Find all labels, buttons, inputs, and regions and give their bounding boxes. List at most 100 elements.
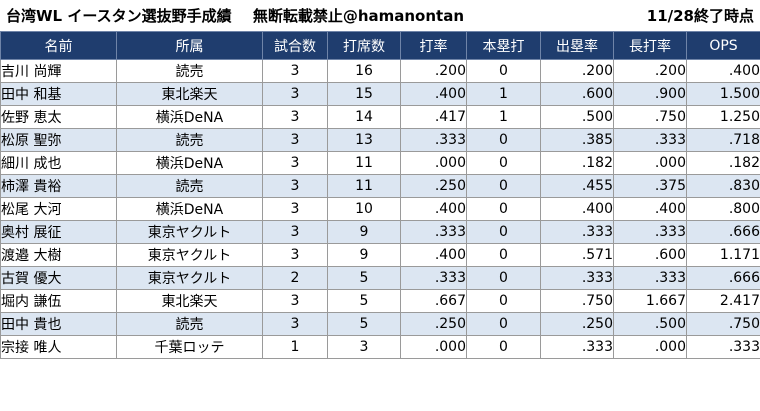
- slugging-pct-cell: .333: [613, 266, 687, 290]
- batting-average-cell: .417: [400, 105, 467, 129]
- table-row[interactable]: 田中 貴也 読売 3 5.250 0.250.500.750: [0, 312, 760, 336]
- ops-cell: 1.500: [686, 82, 760, 106]
- on-base-pct-cell: .500: [540, 105, 614, 129]
- table-row[interactable]: 佐野 恵太 横浜DeNA 3 14.417 1.500.750 1.250: [0, 105, 760, 129]
- team-cell: 東北楽天: [116, 82, 263, 106]
- slugging-pct-cell: .375: [613, 174, 687, 198]
- team-cell: 東北楽天: [116, 289, 263, 313]
- table-row[interactable]: 田中 和基 東北楽天 3 15.400 1.600.900 1.500: [0, 82, 760, 106]
- plate-appearances-cell: 11: [327, 174, 401, 198]
- on-base-pct-cell: .200: [540, 59, 614, 83]
- batting-average-cell: .250: [400, 174, 467, 198]
- team-cell: 読売: [116, 128, 263, 152]
- home-runs-cell: 0: [466, 243, 541, 267]
- batting-average-cell: .000: [400, 335, 467, 359]
- team-cell: 横浜DeNA: [116, 105, 263, 129]
- column-header-team[interactable]: 所属: [116, 31, 263, 60]
- plate-appearances-cell: 5: [327, 312, 401, 336]
- table-row[interactable]: 渡邉 大樹 東京ヤクルト 3 9.400 0.571.600 1.171: [0, 243, 760, 267]
- batting-average-cell: .000: [400, 151, 467, 175]
- column-header-slugging-pct[interactable]: 長打率: [613, 31, 687, 60]
- table-row[interactable]: 堀内 謙伍 東北楽天 3 5.667 0.750 1.667 2.417: [0, 289, 760, 313]
- games-cell: 3: [262, 174, 328, 198]
- player-name-cell: 堀内 謙伍: [0, 289, 117, 313]
- column-header-plate-appearances[interactable]: 打席数: [327, 31, 401, 60]
- home-runs-cell: 0: [466, 174, 541, 198]
- player-name-cell: 奥村 展征: [0, 220, 117, 244]
- home-runs-cell: 0: [466, 151, 541, 175]
- slugging-pct-cell: .333: [613, 128, 687, 152]
- plate-appearances-cell: 3: [327, 335, 401, 359]
- title-bar: 台湾WL イースタン選抜野手成績 無断転載禁止@hamanontan 11/28…: [0, 0, 760, 31]
- batting-average-cell: .250: [400, 312, 467, 336]
- column-header-games[interactable]: 試合数: [262, 31, 328, 60]
- batting-average-cell: .333: [400, 266, 467, 290]
- header-row: 名前 所属 試合数 打席数 打率 本塁打 出塁率 長打率 OPS: [0, 31, 760, 60]
- batting-average-cell: .333: [400, 220, 467, 244]
- on-base-pct-cell: .571: [540, 243, 614, 267]
- column-header-on-base-pct[interactable]: 出塁率: [540, 31, 614, 60]
- ops-cell: 1.250: [686, 105, 760, 129]
- title-left: 台湾WL イースタン選抜野手成績 無断転載禁止@hamanontan: [6, 5, 464, 26]
- slugging-pct-cell: .500: [613, 312, 687, 336]
- column-header-home-runs[interactable]: 本塁打: [466, 31, 541, 60]
- ops-cell: .750: [686, 312, 760, 336]
- team-cell: 読売: [116, 59, 263, 83]
- home-runs-cell: 1: [466, 82, 541, 106]
- column-header-batting-average[interactable]: 打率: [400, 31, 467, 60]
- table-body: 吉川 尚輝 読売 3 16.200 0.200.200.400 田中 和基 東北楽天 3 15.…: [0, 59, 760, 359]
- games-cell: 3: [262, 243, 328, 267]
- plate-appearances-cell: 9: [327, 220, 401, 244]
- slugging-pct-cell: .000: [613, 335, 687, 359]
- on-base-pct-cell: .400: [540, 197, 614, 221]
- slugging-pct-cell: .400: [613, 197, 687, 221]
- home-runs-cell: 1: [466, 105, 541, 129]
- batting-average-cell: .400: [400, 243, 467, 267]
- table-row[interactable]: 細川 成也 横浜DeNA 3 11.000 0.182.000.182: [0, 151, 760, 175]
- team-cell: 東京ヤクルト: [116, 266, 263, 290]
- on-base-pct-cell: .182: [540, 151, 614, 175]
- player-name-cell: 渡邉 大樹: [0, 243, 117, 267]
- table-row[interactable]: 吉川 尚輝 読売 3 16.200 0.200.200.400: [0, 59, 760, 83]
- table-row[interactable]: 宗接 唯人 千葉ロッテ 1 3.000 0.333.000.333: [0, 335, 760, 359]
- ops-cell: 1.171: [686, 243, 760, 267]
- on-base-pct-cell: .333: [540, 335, 614, 359]
- table-row[interactable]: 松原 聖弥 読売 3 13.333 0.385.333.718: [0, 128, 760, 152]
- slugging-pct-cell: .600: [613, 243, 687, 267]
- slugging-pct-cell: .000: [613, 151, 687, 175]
- ops-cell: .666: [686, 220, 760, 244]
- games-cell: 3: [262, 128, 328, 152]
- sheet-title: 台湾WL イースタン選抜野手成績: [6, 7, 232, 25]
- home-runs-cell: 0: [466, 59, 541, 83]
- table-row[interactable]: 奥村 展征 東京ヤクルト 3 9.333 0.333.333.666: [0, 220, 760, 244]
- batting-average-cell: .333: [400, 128, 467, 152]
- home-runs-cell: 0: [466, 335, 541, 359]
- table-row[interactable]: 松尾 大河 横浜DeNA 3 10.400 0.400.400.800: [0, 197, 760, 221]
- home-runs-cell: 0: [466, 289, 541, 313]
- on-base-pct-cell: .333: [540, 266, 614, 290]
- ops-cell: .182: [686, 151, 760, 175]
- slugging-pct-cell: .750: [613, 105, 687, 129]
- team-cell: 東京ヤクルト: [116, 243, 263, 267]
- column-header-name[interactable]: 名前: [0, 31, 117, 60]
- player-name-cell: 松尾 大河: [0, 197, 117, 221]
- plate-appearances-cell: 5: [327, 266, 401, 290]
- plate-appearances-cell: 16: [327, 59, 401, 83]
- ops-cell: .333: [686, 335, 760, 359]
- plate-appearances-cell: 14: [327, 105, 401, 129]
- team-cell: 千葉ロッテ: [116, 335, 263, 359]
- player-name-cell: 吉川 尚輝: [0, 59, 117, 83]
- table-row[interactable]: 古賀 優大 東京ヤクルト 2 5.333 0.333.333.666: [0, 266, 760, 290]
- player-name-cell: 佐野 恵太: [0, 105, 117, 129]
- games-cell: 3: [262, 289, 328, 313]
- table-row[interactable]: 柿澤 貴裕 読売 3 11.250 0.455.375.830: [0, 174, 760, 198]
- team-cell: 東京ヤクルト: [116, 220, 263, 244]
- team-cell: 横浜DeNA: [116, 197, 263, 221]
- games-cell: 3: [262, 151, 328, 175]
- column-header-ops[interactable]: OPS: [686, 31, 760, 60]
- slugging-pct-cell: .333: [613, 220, 687, 244]
- ops-cell: 2.417: [686, 289, 760, 313]
- slugging-pct-cell: 1.667: [613, 289, 687, 313]
- games-cell: 3: [262, 312, 328, 336]
- on-base-pct-cell: .385: [540, 128, 614, 152]
